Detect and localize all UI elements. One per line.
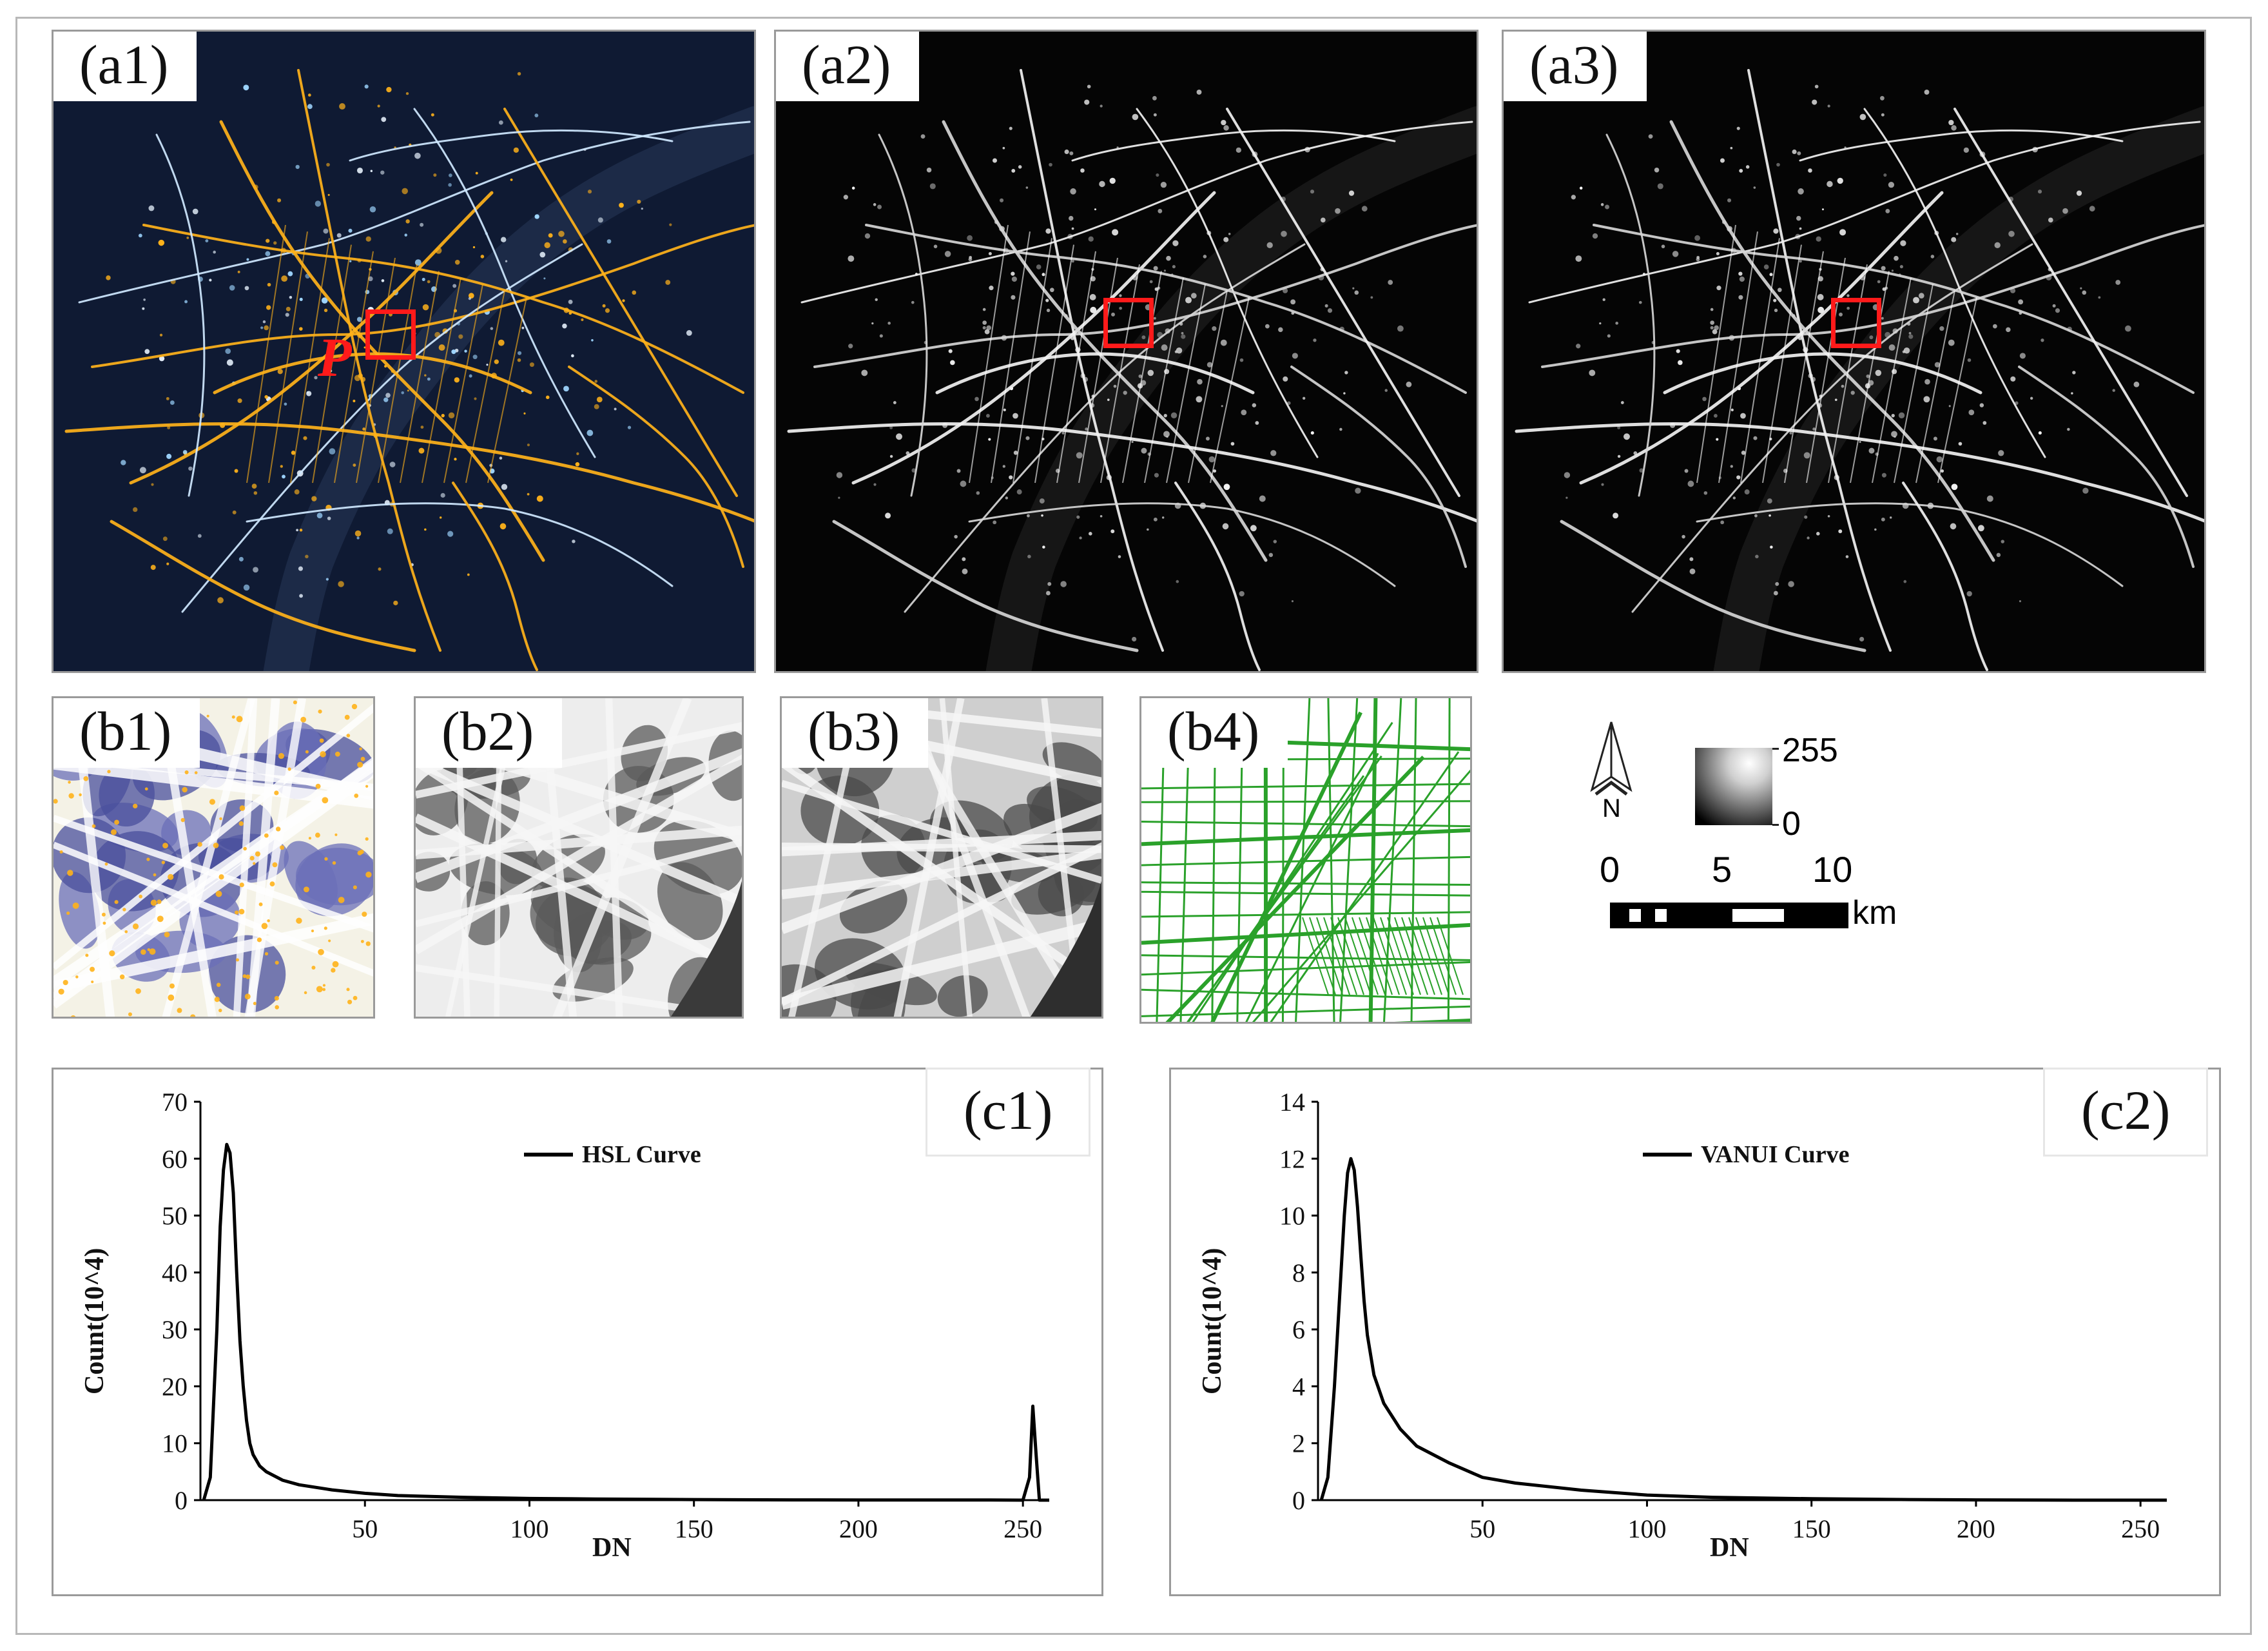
legend-label-c1: HSL Curve (582, 1141, 701, 1168)
north-label: N (1602, 794, 1621, 823)
panel-tag-c1: (c1) (927, 1070, 1089, 1155)
north-arrow-icon (1590, 721, 1633, 796)
y-tick-label: 14 (1279, 1088, 1305, 1117)
ramp-tick-top (1772, 748, 1779, 750)
x-tick-label: 250 (2121, 1514, 2160, 1543)
panel-tag-a3: (a3) (1504, 32, 1647, 101)
panel-a3-gray-image: (a3) (1502, 30, 2206, 673)
chart-c2-svg: 0 2 4 6 8 10 12 14 50 100 150 200 250 (1279, 1088, 2167, 1543)
x-tick-label: 100 (1627, 1514, 1666, 1543)
x-tick-label: 50 (1469, 1514, 1495, 1543)
panel-a2-gray-image: (a2) (774, 30, 1478, 673)
panel-a1-color-image: P (a1) (52, 30, 756, 673)
y-tick-label: 8 (1292, 1258, 1305, 1287)
ramp-max-label: 255 (1782, 732, 1838, 769)
panel-b3-zoom-gray: (b3) (780, 696, 1103, 1019)
chart-axes: 0 2 4 6 8 10 12 14 50 100 150 200 250 (1279, 1088, 2167, 1543)
y-tick-label: 60 (162, 1144, 188, 1173)
x-tick-label: 200 (1957, 1514, 1995, 1543)
chart-c2-ylabel: Count(10^4) (1197, 1247, 1227, 1394)
chart-c1-xlabel: DN (592, 1533, 632, 1563)
scale-tick-10: 10 (1812, 849, 1853, 890)
ramp-tick-bottom (1772, 824, 1779, 826)
x-tick-label: 100 (510, 1514, 548, 1543)
y-tick-label: 4 (1292, 1372, 1305, 1401)
y-tick-label: 40 (162, 1258, 188, 1287)
panel-tag-a1: (a1) (53, 32, 197, 101)
chart-c1-svg: 0 10 20 30 40 50 60 70 50 100 150 200 250 (162, 1088, 1049, 1543)
legend-line-icon (1643, 1153, 1692, 1157)
night-light-gray-map-a2 (776, 32, 1477, 671)
gray-ramp (1695, 748, 1772, 825)
panel-b4-road-network: (b4) (1139, 696, 1472, 1024)
series-line (1319, 1157, 2167, 1502)
panel-b1-zoom-color: (b1) (52, 696, 375, 1019)
legend-label-c2: VANUI Curve (1701, 1141, 1850, 1168)
x-tick-label: 150 (1792, 1514, 1831, 1543)
y-tick-label: 10 (1279, 1202, 1305, 1231)
selection-box-a1 (365, 309, 416, 360)
panel-b2-zoom-gray: (b2) (414, 696, 744, 1019)
y-tick-label: 10 (162, 1429, 188, 1458)
series-line (202, 1142, 1049, 1502)
y-tick-label: 50 (162, 1202, 188, 1231)
y-tick-label: 0 (175, 1486, 188, 1515)
figure-frame (15, 17, 2252, 1635)
map-legend: N 255 0 0 5 10 km (1585, 716, 1972, 961)
y-tick-label: 0 (1292, 1486, 1305, 1515)
x-tick-label: 150 (675, 1514, 713, 1543)
zoom-gray-patch-b2 (416, 698, 742, 1017)
y-tick-label: 20 (162, 1372, 188, 1401)
y-tick-label: 12 (1279, 1144, 1305, 1173)
ramp-min-label: 0 (1782, 805, 1801, 843)
scale-bar (1610, 903, 1848, 928)
point-label-p: P (318, 326, 352, 388)
chart-c1-ylabel: Count(10^4) (80, 1247, 110, 1394)
scale-unit: km (1852, 894, 1897, 932)
panel-tag-b1: (b1) (53, 698, 200, 768)
panel-tag-a2: (a2) (776, 32, 920, 101)
chart-c2-box: 0 2 4 6 8 10 12 14 50 100 150 200 250 (c2) VANUI Cur… (1169, 1068, 2221, 1596)
chart-c1-box: 0 10 20 30 40 50 60 70 50 100 150 200 250 (c1) HSL C… (52, 1068, 1103, 1596)
chart-c1-legend: HSL Curve (524, 1140, 701, 1169)
panel-tag-c2: (c2) (2045, 1070, 2207, 1155)
x-tick-label: 50 (352, 1514, 378, 1543)
panel-tag-b4: (b4) (1141, 698, 1288, 768)
selection-box-a2 (1103, 298, 1154, 348)
selection-box-a3 (1831, 298, 1881, 348)
panel-tag-b3: (b3) (782, 698, 929, 768)
y-tick-label: 30 (162, 1315, 188, 1344)
y-tick-label: 2 (1292, 1429, 1305, 1458)
legend-line-icon (524, 1153, 573, 1157)
x-tick-label: 250 (1003, 1514, 1042, 1543)
chart-c2-xlabel: DN (1710, 1533, 1749, 1563)
scale-tick-0: 0 (1600, 849, 1620, 890)
scale-tick-5: 5 (1712, 849, 1732, 890)
chart-c2-legend: VANUI Curve (1643, 1140, 1849, 1169)
panel-tag-b2: (b2) (416, 698, 563, 768)
night-light-color-map (53, 32, 754, 671)
y-tick-label: 6 (1292, 1315, 1305, 1344)
x-tick-label: 200 (839, 1514, 878, 1543)
y-tick-label: 70 (162, 1088, 188, 1117)
night-light-gray-map-a3 (1504, 32, 2204, 671)
